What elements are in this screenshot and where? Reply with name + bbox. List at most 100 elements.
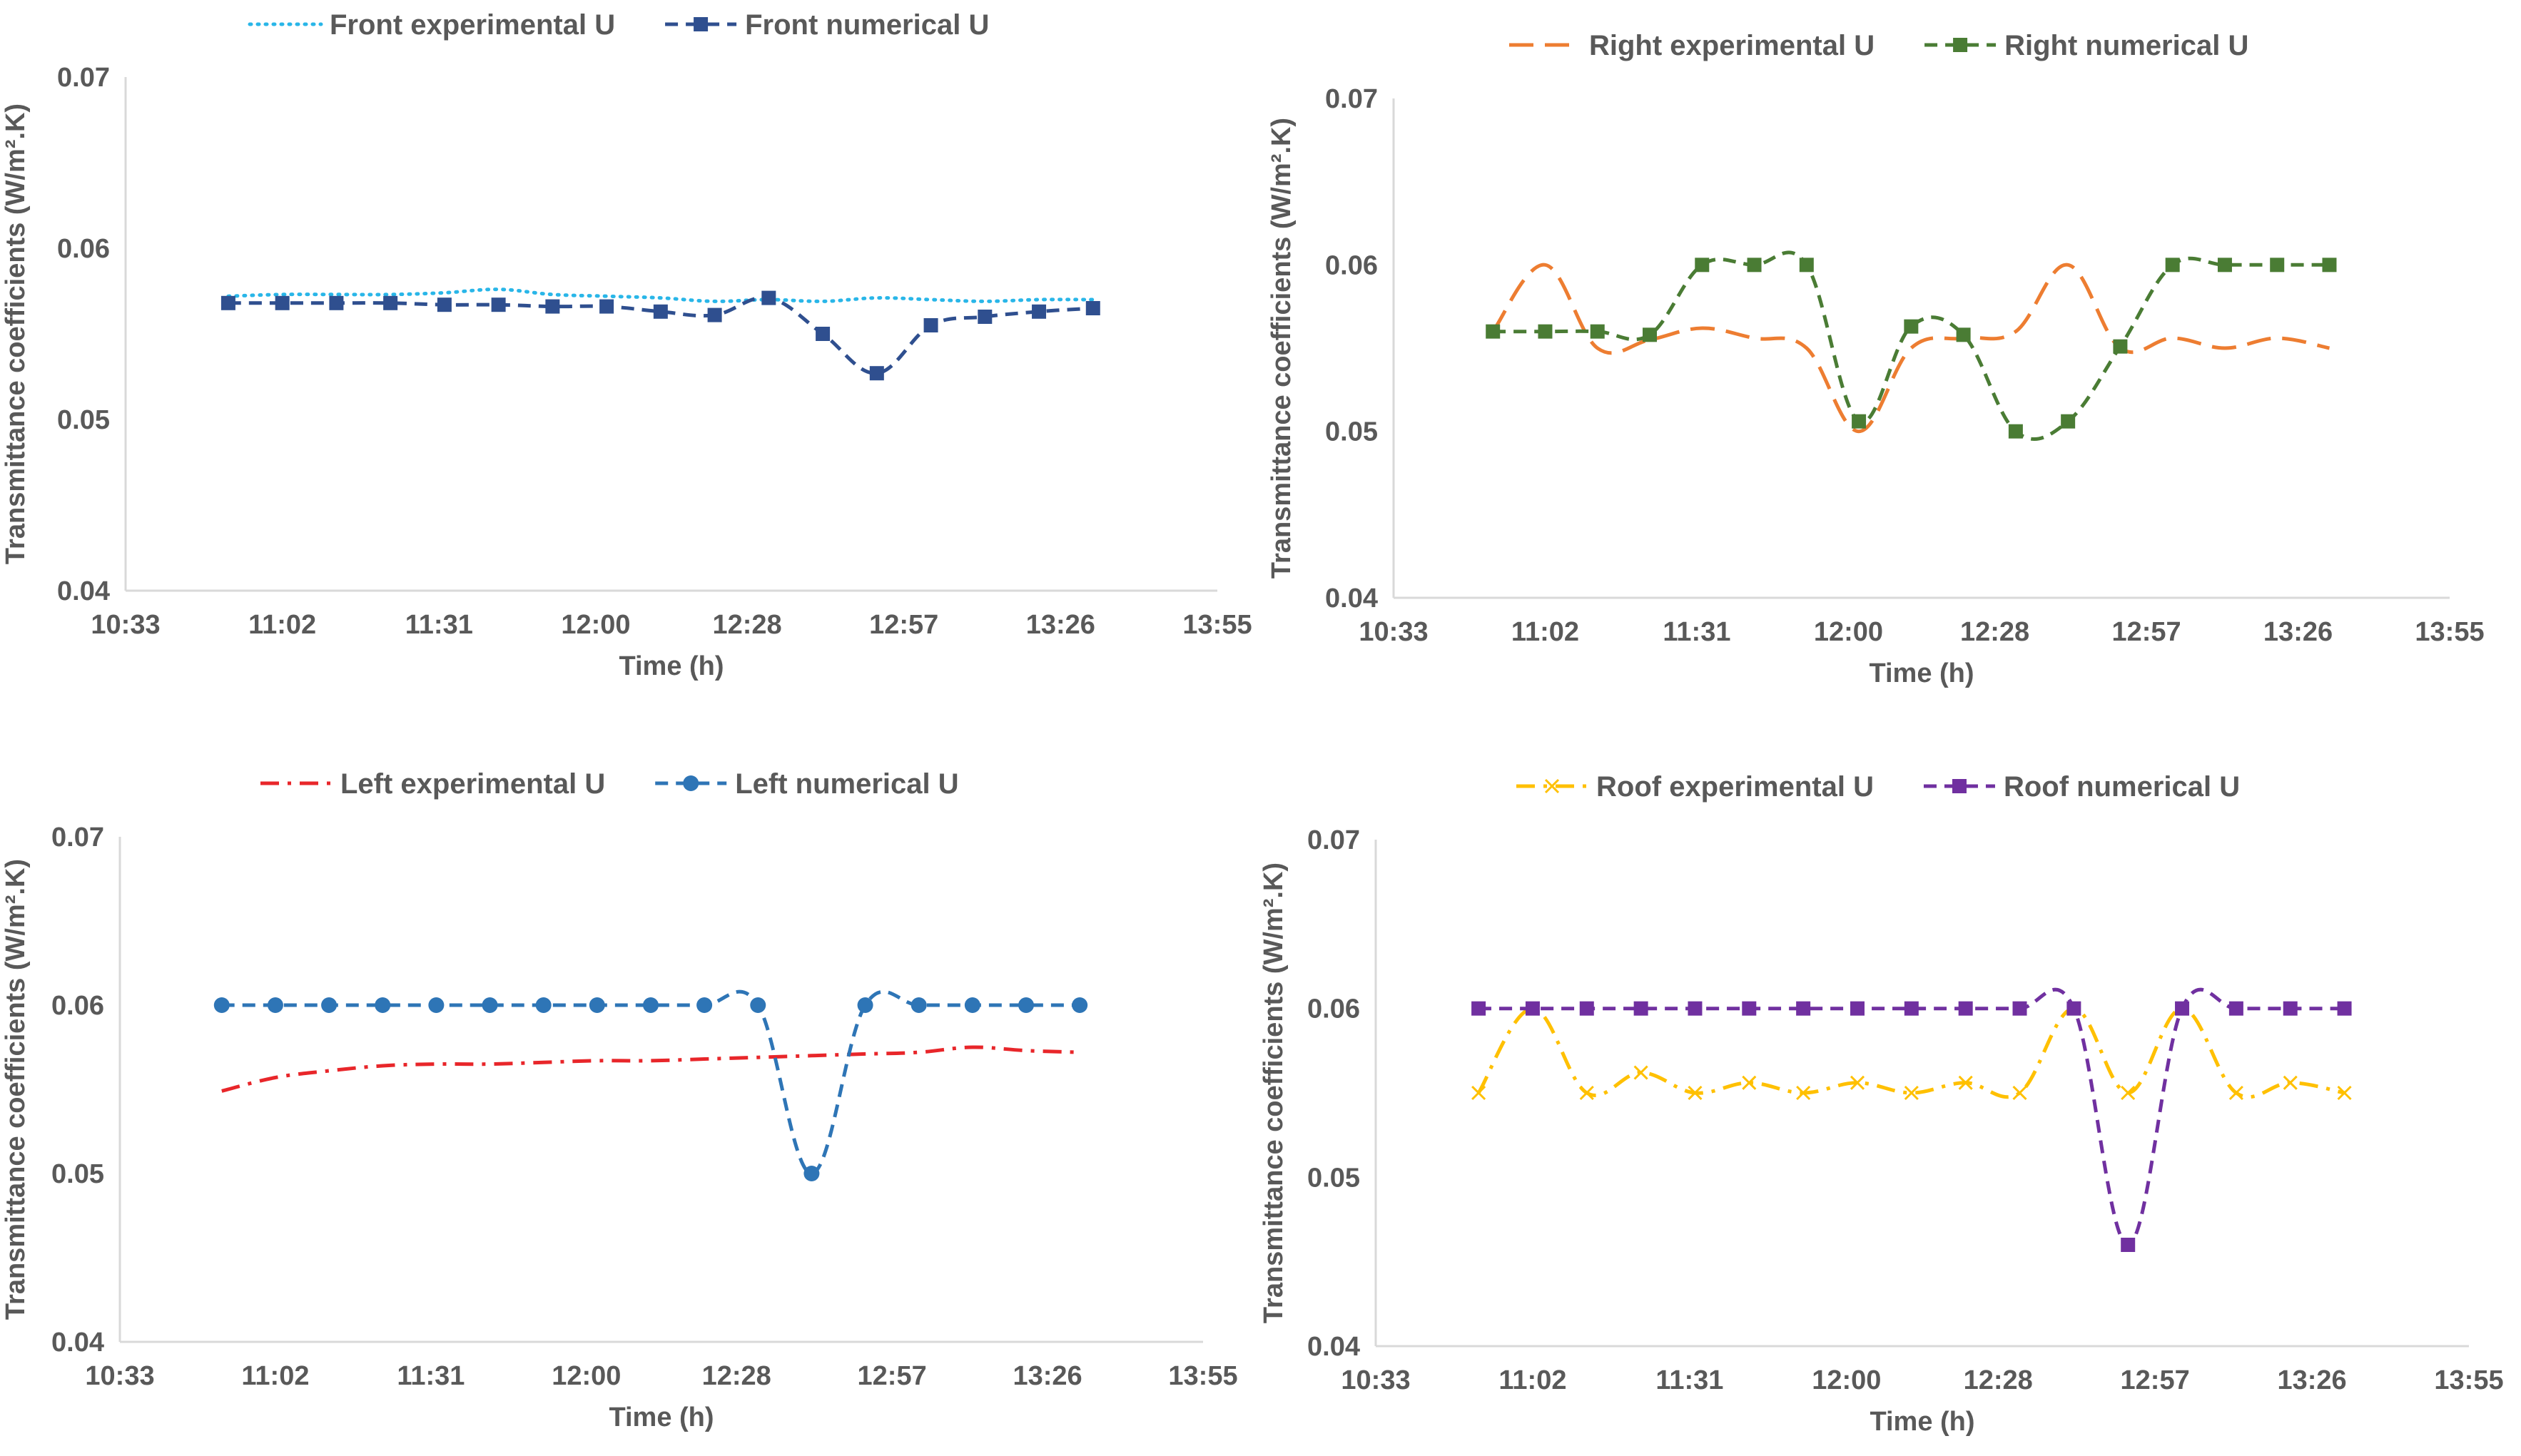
y-tick-label: 0.05	[1307, 1163, 1360, 1193]
y-tick-label: 0.04	[51, 1328, 104, 1358]
y-tick-label: 0.06	[51, 991, 104, 1021]
x-tick-label: 13:26	[2277, 1365, 2346, 1395]
data-point	[428, 997, 445, 1013]
legend-swatch-marker	[694, 17, 709, 31]
data-point	[2175, 1001, 2190, 1016]
y-tick-label: 0.07	[1325, 84, 1378, 114]
x-tick-label: 13:55	[2434, 1365, 2503, 1395]
data-point	[1018, 997, 1035, 1013]
data-point	[1688, 1085, 1703, 1101]
x-tick-label: 12:28	[702, 1361, 771, 1391]
x-tick-label: 10:33	[1341, 1365, 1410, 1395]
x-tick-label: 12:57	[2111, 617, 2181, 647]
data-point	[910, 997, 927, 1013]
x-tick-label: 12:57	[869, 610, 938, 640]
legend-label: Left experimental U	[340, 768, 605, 800]
series-line	[226, 287, 1095, 303]
x-tick-label: 10:33	[85, 1361, 154, 1391]
data-point	[1796, 1001, 1811, 1016]
x-axis-title: Time (h)	[1869, 658, 1974, 688]
x-tick-label: 12:57	[2121, 1365, 2190, 1395]
data-point	[1742, 1075, 1757, 1090]
data-point	[2113, 339, 2128, 354]
data-point	[1958, 1001, 1973, 1016]
x-tick-label: 11:31	[405, 610, 473, 640]
data-point	[383, 295, 398, 310]
data-point	[2012, 1001, 2027, 1016]
data-point	[375, 997, 391, 1013]
data-point	[1904, 319, 1919, 334]
data-point	[1695, 258, 1710, 273]
data-point	[696, 997, 713, 1013]
legend-label: Front experimental U	[330, 9, 615, 41]
chart-panel-top-left: 0.04 0.05 0.06 0.07 10:33 11:02 11:31 12:00 12:2…	[1, 9, 1252, 681]
data-point	[1956, 327, 1971, 342]
y-axis-title: Transmittance coefficients (W/m².K)	[1259, 862, 1289, 1323]
data-point	[1904, 1001, 1919, 1016]
data-point	[1471, 1085, 1486, 1101]
y-tick-label: 0.07	[51, 823, 104, 852]
chart-panel-bottom-right: 0.04 0.05 0.06 0.07 10:33 11:02 11:31 12:00 12:2…	[1259, 771, 2504, 1437]
x-tick-label: 12:00	[1814, 617, 1883, 647]
x-tick-label: 11:31	[1655, 1365, 1723, 1395]
data-point	[2165, 258, 2180, 273]
legend-label: Left numerical U	[735, 768, 958, 800]
legend-label: Roof experimental U	[1596, 771, 1874, 803]
data-point	[2228, 1085, 2243, 1101]
series-front-experimental-u	[226, 287, 1095, 303]
y-tick-label: 0.04	[1307, 1332, 1360, 1362]
data-point	[1904, 1085, 1919, 1101]
data-point	[589, 997, 605, 1013]
x-tick-label: 11:02	[1511, 617, 1579, 647]
series-right-experimental-u	[1491, 263, 2330, 434]
legend: Front experimental U Front numerical U	[248, 9, 989, 41]
x-tick-label: 13:26	[1026, 610, 1095, 640]
x-tick-label: 13:26	[1013, 1361, 1082, 1391]
series-line	[1491, 263, 2330, 434]
y-axis-title: Transmittance coefficients (W/m².K)	[1, 103, 31, 564]
legend-label: Roof numerical U	[2004, 771, 2240, 803]
data-point	[869, 366, 884, 381]
legend: Left experimental U Left numerical U	[260, 768, 959, 800]
legend-label: Right numerical U	[2004, 30, 2248, 61]
data-point	[535, 997, 552, 1013]
data-point	[1852, 414, 1867, 429]
data-point	[857, 997, 873, 1013]
data-point	[2121, 1238, 2136, 1252]
data-point	[321, 997, 338, 1013]
data-point	[491, 297, 506, 312]
y-axis-title: Transmittance coefficients (W/m².K)	[1267, 118, 1297, 579]
data-point	[2061, 414, 2076, 429]
data-point	[653, 304, 668, 319]
data-point	[267, 997, 283, 1013]
data-point	[2283, 1001, 2298, 1016]
data-point	[1850, 1075, 1865, 1090]
data-point	[1590, 324, 1605, 339]
y-tick-label: 0.06	[1307, 994, 1360, 1024]
data-point	[1958, 1075, 1973, 1090]
legend-label: Right experimental U	[1589, 30, 1875, 61]
legend: Right experimental U Right numerical U	[1509, 30, 2248, 61]
data-point	[1796, 1085, 1811, 1101]
data-point	[1471, 1001, 1486, 1016]
legend-swatch-marker	[1544, 778, 1560, 794]
legend-label: Front numerical U	[745, 9, 989, 41]
y-axis-title: Transmittance coefficients (W/m².K)	[1, 859, 31, 1320]
x-tick-label: 13:55	[1168, 1361, 1237, 1391]
series-left-experimental-u	[221, 1045, 1080, 1093]
data-point	[2008, 424, 2023, 439]
data-point	[642, 997, 659, 1013]
y-tick-label: 0.04	[1325, 584, 1378, 614]
x-tick-label: 13:55	[2415, 617, 2484, 647]
y-tick-label: 0.05	[1325, 417, 1378, 447]
data-point	[750, 997, 766, 1013]
data-point	[1085, 301, 1100, 315]
x-tick-label: 10:33	[1359, 617, 1428, 647]
series-right-numerical-u	[1486, 250, 2337, 441]
data-point	[2217, 258, 2232, 273]
data-point	[1633, 1065, 1648, 1080]
data-point	[2228, 1001, 2243, 1016]
x-tick-label: 12:28	[1960, 617, 2029, 647]
legend-swatch-marker	[683, 775, 699, 791]
